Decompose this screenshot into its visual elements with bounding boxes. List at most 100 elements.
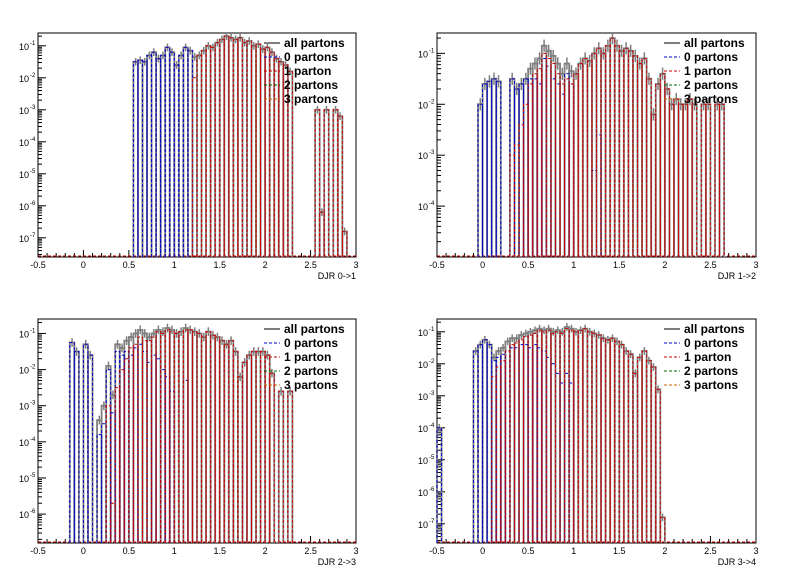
y-tick-label: 10 bbox=[19, 170, 29, 180]
histogram-bin bbox=[146, 340, 153, 543]
legend-label-p2: 2 partons bbox=[284, 78, 338, 92]
x-tick-label: 0.5 bbox=[123, 546, 136, 556]
histogram-bin bbox=[678, 103, 684, 257]
legend-label-p0: 0 partons bbox=[284, 50, 338, 64]
y-tick-label: 10 bbox=[418, 49, 428, 59]
legend-label-p2: 2 partons bbox=[684, 364, 738, 378]
histogram-bin bbox=[664, 88, 670, 257]
y-tick-exponent: -7 bbox=[30, 233, 36, 239]
histogram-bin bbox=[210, 46, 216, 257]
histogram-bin bbox=[532, 344, 538, 543]
y-tick-exponent: -5 bbox=[30, 169, 36, 175]
y-tick-label: 10 bbox=[19, 42, 29, 52]
histogram-bin bbox=[646, 360, 652, 543]
histogram-bin bbox=[564, 78, 570, 257]
histogram-bin bbox=[173, 332, 180, 543]
y-tick-exponent: -2 bbox=[30, 365, 36, 371]
x-tick-label: 1.5 bbox=[613, 260, 626, 270]
y-tick-exponent: -3 bbox=[30, 105, 36, 111]
histogram-bin bbox=[718, 103, 725, 257]
histogram-bin bbox=[277, 390, 285, 543]
histogram-bin bbox=[550, 332, 556, 543]
histogram-bin bbox=[559, 332, 566, 543]
histogram-bin bbox=[573, 73, 579, 257]
legend-label-p2: 2 partons bbox=[684, 78, 738, 92]
histogram-bin bbox=[486, 80, 493, 257]
histogram-bin bbox=[532, 73, 538, 257]
legend-label-all: all partons bbox=[284, 322, 345, 336]
histogram-bin bbox=[513, 342, 520, 543]
histogram-bin bbox=[509, 344, 515, 543]
histogram-bin bbox=[246, 354, 253, 543]
histogram-bin bbox=[691, 103, 698, 257]
x-axis-title: DJR 2->3 bbox=[318, 557, 356, 567]
histogram-bin bbox=[568, 83, 575, 257]
y-tick-exponent: -6 bbox=[429, 487, 435, 493]
histogram-bin bbox=[650, 366, 657, 543]
histogram-bin bbox=[264, 46, 271, 257]
y-tick-label: 10 bbox=[19, 138, 29, 148]
histogram-bin bbox=[268, 372, 276, 543]
histogram-bin bbox=[132, 343, 139, 543]
histogram-bin bbox=[577, 329, 584, 543]
histogram-bin bbox=[637, 63, 643, 257]
series-p0 bbox=[132, 46, 193, 257]
histogram-bin bbox=[623, 47, 629, 257]
histogram-bin bbox=[527, 334, 534, 543]
histogram-bin bbox=[160, 332, 166, 543]
y-tick-exponent: -3 bbox=[30, 401, 36, 407]
histogram-bin bbox=[87, 354, 94, 543]
histogram-bin bbox=[536, 68, 543, 257]
x-tick-label: 3 bbox=[353, 546, 358, 556]
y-tick-exponent: -4 bbox=[429, 423, 435, 429]
histogram-bin bbox=[605, 339, 611, 543]
histogram-bin bbox=[659, 73, 666, 257]
histogram-bin bbox=[232, 38, 239, 257]
y-tick-exponent: -5 bbox=[429, 455, 435, 461]
x-tick-label: 2.5 bbox=[304, 260, 317, 270]
y-tick-label: 10 bbox=[19, 202, 29, 212]
y-tick-label: 10 bbox=[418, 360, 428, 370]
x-tick-label: 0 bbox=[480, 260, 485, 270]
histogram-bin bbox=[191, 77, 198, 257]
y-tick-exponent: -7 bbox=[429, 519, 435, 525]
y-tick-label: 10 bbox=[19, 106, 29, 116]
histogram-bin bbox=[269, 372, 275, 543]
x-tick-label: 0.5 bbox=[123, 260, 136, 270]
histogram-bin bbox=[137, 336, 143, 543]
y-tick-exponent: -1 bbox=[30, 328, 36, 334]
x-tick-label: -0.5 bbox=[30, 546, 46, 556]
histogram-bin bbox=[500, 353, 506, 543]
legend-label-all: all partons bbox=[284, 36, 345, 50]
x-tick-label: 2 bbox=[263, 546, 268, 556]
x-axis-title: DJR 3->4 bbox=[718, 557, 756, 567]
histogram-bin bbox=[164, 329, 171, 543]
x-tick-label: 0 bbox=[81, 260, 86, 270]
histogram-bin bbox=[513, 88, 520, 257]
histogram-bin bbox=[691, 103, 698, 257]
x-tick-label: 2 bbox=[263, 260, 268, 270]
histogram-bin bbox=[495, 80, 502, 257]
histogram-bin bbox=[545, 329, 552, 543]
histogram-bin bbox=[341, 230, 348, 257]
histogram-bin bbox=[618, 344, 625, 543]
legend-label-p0: 0 partons bbox=[684, 336, 738, 350]
histogram-bin bbox=[659, 516, 666, 543]
y-tick-label: 10 bbox=[19, 366, 29, 376]
series-p1 bbox=[509, 37, 725, 257]
histogram-bin bbox=[554, 73, 561, 257]
histogram-bin bbox=[550, 63, 556, 257]
y-tick-exponent: -1 bbox=[429, 327, 435, 333]
histogram-bin bbox=[314, 109, 321, 257]
x-tick-label: 0 bbox=[480, 546, 485, 556]
y-tick-label: 10 bbox=[418, 100, 428, 110]
histogram-bin bbox=[141, 340, 148, 543]
legend-label-p3: 3 partons bbox=[684, 92, 738, 106]
histogram-bin bbox=[337, 115, 343, 257]
y-tick-label: 10 bbox=[418, 488, 428, 498]
y-tick-exponent: -1 bbox=[30, 41, 36, 47]
x-axis-title: DJR 1->2 bbox=[718, 271, 756, 281]
